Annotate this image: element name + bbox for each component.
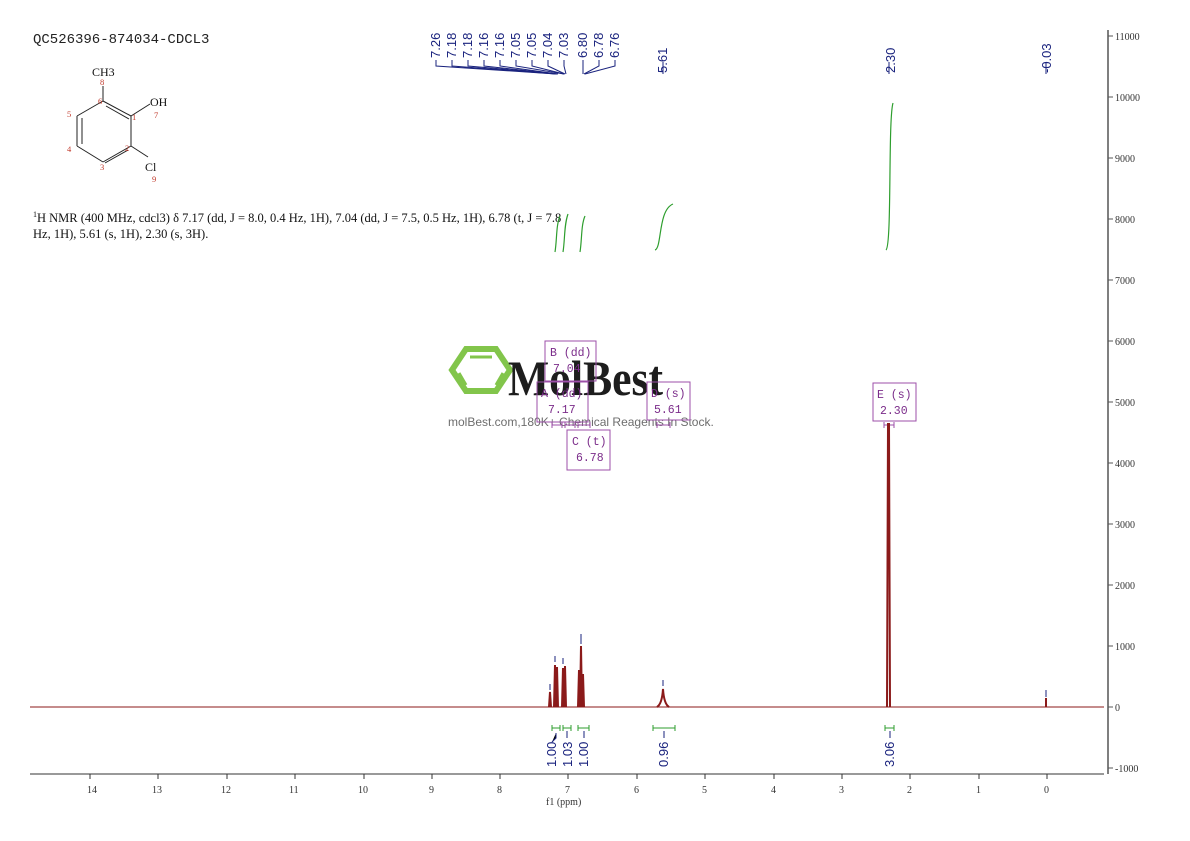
multiplet-shift: 5.61 [654,404,682,417]
multiplet-label: C (t) [572,436,607,449]
multiplet-shift: 6.78 [576,452,604,465]
x-tick: 6 [634,785,639,796]
y-tick: 5000 [1115,398,1135,409]
peak-label: 7.04 [540,33,555,58]
y-tick: 4000 [1115,459,1135,470]
x-tick: 3 [839,785,844,796]
integral-value: 1.00 [544,742,559,767]
x-tick: 0 [1044,785,1049,796]
peak-label: 7.18 [444,33,459,58]
sample-title: QC526396-874034-CDCL3 [33,32,210,48]
y-tick: 6000 [1115,337,1135,348]
peak-label: 7.05 [508,33,523,58]
x-tick: 1 [976,785,981,796]
peak-label: 7.05 [524,33,539,58]
hydroxyl-group: OH [150,95,168,109]
y-tick: 11000 [1115,32,1140,43]
integral-value: 1.03 [560,742,575,767]
multiplet-boxes [536,340,917,471]
x-tick: 2 [907,785,912,796]
peak-label: 7.16 [492,33,507,58]
integral-value: 1.00 [576,742,591,767]
y-tick: 9000 [1115,154,1135,165]
x-axis: 14 13 12 11 10 9 8 7 6 5 4 3 2 1 0 f1 (p… [30,773,1104,808]
benzene-logo-icon [448,346,514,394]
peak-label: 5.61 [655,48,670,73]
atom-number: 4 [67,144,72,154]
x-tick: 5 [702,785,707,796]
peak-label: 6.76 [607,33,622,58]
description-line-1: H NMR (400 MHz, cdcl3) δ 7.17 (dd, J = 8… [37,211,562,226]
y-tick: 1000 [1115,642,1135,653]
molecule-structure: CH3 OH Cl 1 2 3 4 5 6 7 8 9 [67,65,168,184]
peak-label: 7.16 [476,33,491,58]
isotope-superscript: 1 [33,210,37,219]
y-tick: 7000 [1115,276,1135,287]
x-axis-label: f1 (ppm) [546,797,581,808]
peak-label: 7.26 [428,33,443,58]
multiplet-label: D (s) [651,388,686,401]
y-tick: 0 [1115,703,1120,714]
multiplet-labels: B (dd) 7.04 A (dd) 7.17 C (t) 6.78 D (s)… [541,347,912,465]
x-tick: 10 [358,785,368,796]
multiplet-label: B (dd) [550,347,591,360]
atom-number: 1 [132,112,136,122]
y-axis: 11000 10000 9000 8000 7000 6000 5000 400… [1107,30,1140,775]
integral-curves [554,102,894,253]
multiplet-shift: 2.30 [880,405,908,418]
x-tick: 11 [289,785,299,796]
multiplet-label: A (dd) [541,388,582,401]
peak-label: -0.03 [1039,43,1054,73]
atom-number: 2 [125,143,129,153]
chloro-group: Cl [145,160,157,174]
multiplet-shift: 7.17 [548,404,576,417]
methyl-group: CH3 [92,65,115,79]
peak-label: 7.03 [556,33,571,58]
nmr-description: 1H NMR (400 MHz, cdcl3) δ 7.17 (dd, J = … [33,207,613,242]
peak-label: 6.80 [575,33,590,58]
x-tick: 4 [771,785,776,796]
integral-bars [551,725,895,731]
y-tick: 8000 [1115,215,1135,226]
peak-labels: 7.26 7.18 7.18 7.16 7.16 7.05 7.05 7.04 … [428,33,1054,75]
y-tick: -1000 [1115,764,1138,775]
x-tick: 12 [221,785,231,796]
y-tick: 3000 [1115,520,1135,531]
multiplet-shift: 7.04 [553,363,581,376]
x-tick: 8 [497,785,502,796]
spectrum-trace [30,423,1104,708]
description-line-2: Hz, 1H), 5.61 (s, 1H), 2.30 (s, 3H). [33,227,209,242]
y-tick: 2000 [1115,581,1135,592]
integral-value: 0.96 [656,742,671,767]
multiplet-label: E (s) [877,389,912,402]
integral-value: 3.06 [882,742,897,767]
x-tick: 13 [152,785,162,796]
atom-number: 9 [152,174,156,184]
peak-label: 2.30 [883,48,898,73]
atom-number: 8 [100,77,104,87]
integral-values: 1.00 1.03 1.00 0.96 3.06 [544,731,897,767]
peak-label: 7.18 [460,33,475,58]
y-tick: 10000 [1115,93,1140,104]
x-tick: 9 [429,785,434,796]
x-tick: 7 [565,785,570,796]
atom-number: 5 [67,109,71,119]
brand-logo-text: MolBest [508,350,663,406]
x-tick: 14 [87,785,97,796]
peak-label: 6.78 [591,33,606,58]
atom-number: 7 [154,110,158,120]
atom-number: 6 [98,96,102,106]
atom-number: 3 [100,162,104,172]
